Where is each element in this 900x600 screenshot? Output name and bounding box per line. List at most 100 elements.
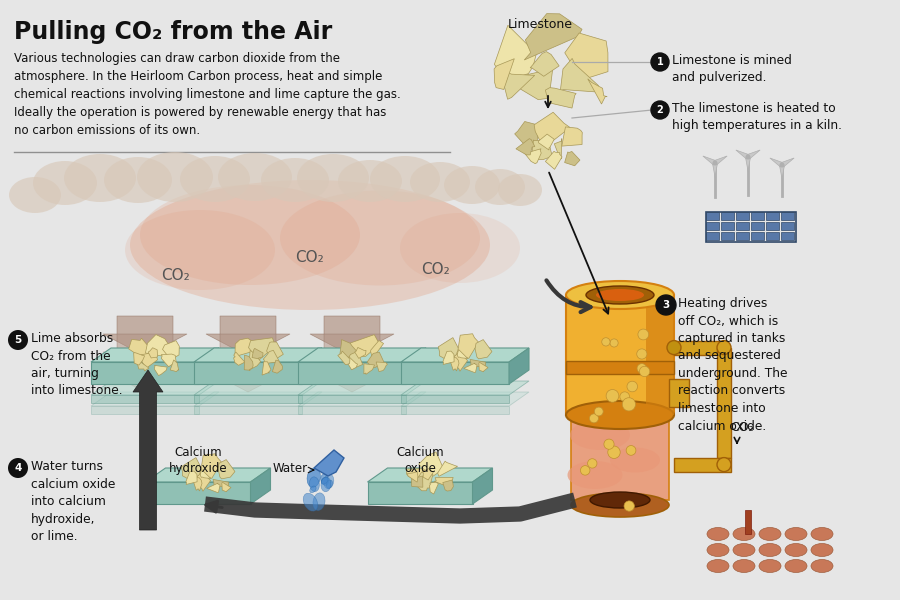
Polygon shape <box>194 362 302 384</box>
Bar <box>721 212 734 220</box>
Text: 2: 2 <box>657 105 663 115</box>
Polygon shape <box>262 362 271 375</box>
Polygon shape <box>562 127 582 146</box>
Text: Water turns
calcium oxide
into calcium
hydroxide,
or lime.: Water turns calcium oxide into calcium h… <box>31 460 115 543</box>
Ellipse shape <box>313 493 325 511</box>
Polygon shape <box>194 395 302 403</box>
Polygon shape <box>364 364 374 374</box>
Polygon shape <box>564 151 580 166</box>
Polygon shape <box>524 14 582 60</box>
Polygon shape <box>401 395 509 403</box>
Ellipse shape <box>590 492 650 508</box>
Ellipse shape <box>137 152 213 202</box>
Ellipse shape <box>104 157 172 203</box>
Polygon shape <box>91 362 199 384</box>
Bar <box>736 232 749 240</box>
Bar <box>751 212 764 220</box>
Polygon shape <box>565 33 608 81</box>
Polygon shape <box>531 140 553 160</box>
Polygon shape <box>161 354 176 367</box>
Circle shape <box>637 364 647 373</box>
Polygon shape <box>181 458 203 481</box>
Ellipse shape <box>785 527 807 541</box>
Polygon shape <box>266 342 284 360</box>
Polygon shape <box>200 469 211 478</box>
Circle shape <box>8 330 28 350</box>
Ellipse shape <box>321 477 331 492</box>
Polygon shape <box>170 360 179 371</box>
Polygon shape <box>414 472 433 491</box>
FancyArrow shape <box>133 370 163 530</box>
Ellipse shape <box>303 493 318 511</box>
Circle shape <box>656 295 676 315</box>
Bar <box>766 232 779 240</box>
Circle shape <box>745 154 751 160</box>
Bar <box>674 458 731 472</box>
Polygon shape <box>192 476 202 491</box>
Ellipse shape <box>125 210 275 290</box>
Text: 5: 5 <box>14 335 22 345</box>
Polygon shape <box>437 461 457 476</box>
Polygon shape <box>479 362 488 372</box>
Polygon shape <box>406 469 428 481</box>
Polygon shape <box>133 353 145 365</box>
Polygon shape <box>244 355 253 370</box>
Ellipse shape <box>785 559 807 572</box>
Ellipse shape <box>180 156 250 202</box>
Polygon shape <box>401 381 529 395</box>
Text: 3: 3 <box>662 300 670 310</box>
Polygon shape <box>194 392 322 406</box>
Bar <box>706 212 719 220</box>
Polygon shape <box>456 334 479 358</box>
Bar <box>781 212 794 220</box>
Ellipse shape <box>310 486 316 493</box>
Ellipse shape <box>811 559 833 572</box>
Polygon shape <box>91 395 199 403</box>
Polygon shape <box>91 406 199 414</box>
Polygon shape <box>470 359 486 367</box>
Bar <box>745 510 751 534</box>
Polygon shape <box>401 348 529 362</box>
Polygon shape <box>545 151 562 169</box>
Polygon shape <box>534 112 570 146</box>
Ellipse shape <box>498 174 542 206</box>
Ellipse shape <box>811 527 833 541</box>
Polygon shape <box>516 139 535 155</box>
Polygon shape <box>298 406 406 414</box>
Ellipse shape <box>785 544 807 557</box>
Ellipse shape <box>338 160 402 202</box>
Ellipse shape <box>570 420 630 450</box>
Polygon shape <box>443 480 454 491</box>
Ellipse shape <box>9 177 61 213</box>
Polygon shape <box>401 362 509 384</box>
Bar <box>781 232 794 240</box>
Bar <box>706 212 796 242</box>
Ellipse shape <box>733 527 755 541</box>
Ellipse shape <box>566 401 674 429</box>
Ellipse shape <box>707 559 729 572</box>
Polygon shape <box>355 347 366 358</box>
Polygon shape <box>222 482 231 492</box>
Ellipse shape <box>444 166 500 204</box>
Polygon shape <box>146 482 250 504</box>
Polygon shape <box>434 478 454 487</box>
Bar <box>751 232 764 240</box>
Circle shape <box>588 459 597 468</box>
Polygon shape <box>418 452 444 476</box>
Circle shape <box>594 407 603 416</box>
Polygon shape <box>298 348 426 362</box>
Polygon shape <box>561 58 599 92</box>
Circle shape <box>713 160 717 166</box>
Polygon shape <box>443 351 454 364</box>
Bar <box>566 361 674 374</box>
Polygon shape <box>494 25 536 79</box>
Text: Calcium
oxide: Calcium oxide <box>396 446 444 475</box>
Polygon shape <box>713 163 717 177</box>
Polygon shape <box>449 352 468 371</box>
Bar <box>721 222 734 230</box>
Polygon shape <box>781 158 794 167</box>
Polygon shape <box>367 352 384 368</box>
Ellipse shape <box>707 544 729 557</box>
Ellipse shape <box>400 213 520 283</box>
Polygon shape <box>514 68 555 100</box>
